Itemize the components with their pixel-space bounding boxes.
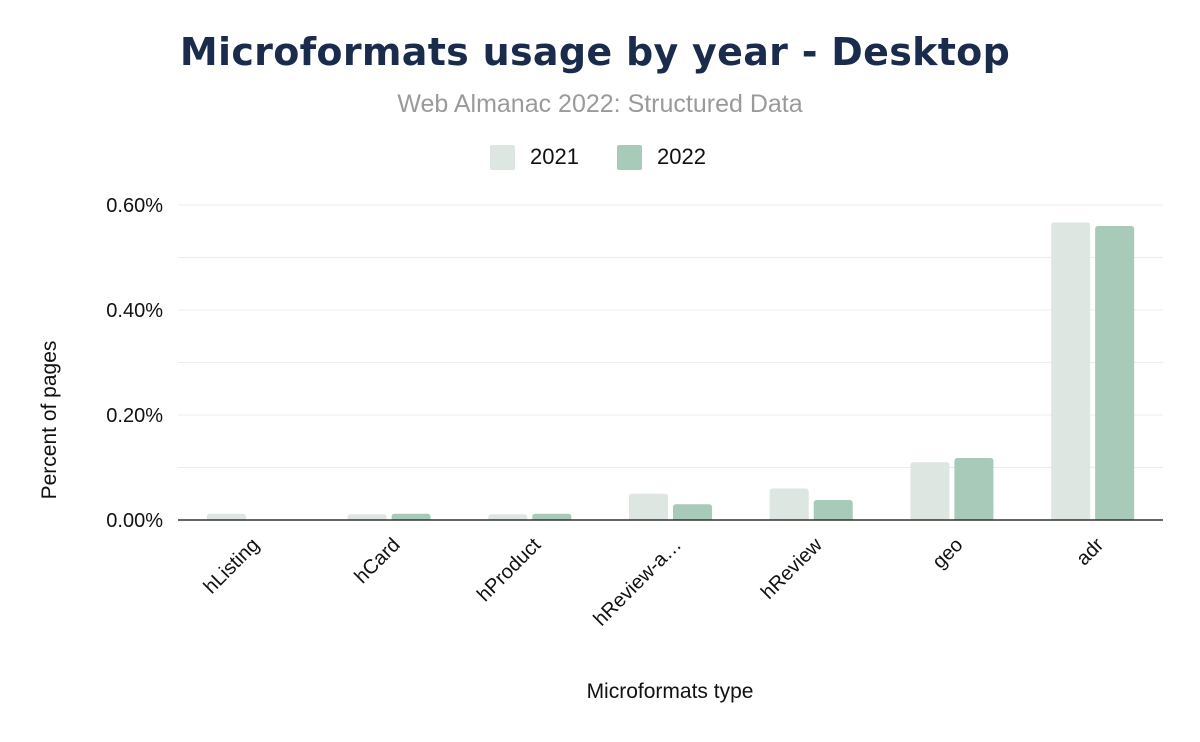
- legend-item-2021[interactable]: 2021: [490, 144, 579, 170]
- legend-label: 2021: [530, 144, 579, 169]
- bar-2021-hReview[interactable]: [769, 488, 809, 521]
- bar-2021-hCard[interactable]: [347, 514, 387, 520]
- bar-2021-hProduct[interactable]: [488, 514, 528, 520]
- bar-2021-hReview-a…[interactable]: [629, 493, 668, 520]
- x-tick-label: hListing: [200, 534, 264, 598]
- x-tick-label: hReview: [757, 534, 827, 604]
- y-tick-label: 0.40%: [106, 300, 163, 322]
- chart-subtitle: Web Almanac 2022: Structured Data: [397, 90, 803, 118]
- x-tick-label: geo: [928, 534, 967, 573]
- bar-2022-hCard[interactable]: [391, 513, 431, 520]
- y-axis-ticks: 0.00% 0.20% 0.40% 0.60%: [106, 195, 163, 532]
- y-axis-title: Percent of pages: [38, 341, 61, 500]
- legend[interactable]: 2021 2022: [490, 144, 706, 170]
- bar-2022-adr[interactable]: [1095, 226, 1135, 520]
- x-tick-label: hReview-a…: [590, 534, 687, 631]
- legend-swatch: [490, 145, 515, 170]
- legend-label: 2022: [657, 144, 706, 169]
- bar-2022-geo[interactable]: [954, 458, 994, 520]
- chart-title: Microformats usage by year - Desktop: [179, 30, 1011, 74]
- y-tick-label: 0.60%: [106, 195, 163, 217]
- legend-item-2022[interactable]: 2022: [617, 144, 706, 170]
- y-tick-label: 0.20%: [106, 405, 163, 427]
- x-axis-ticks: hListing hCard hProduct hReview-a… hReview ge…: [200, 534, 1109, 631]
- legend-swatch: [617, 145, 642, 170]
- x-tick-label: hCard: [351, 534, 405, 588]
- bars: [206, 222, 1135, 521]
- bar-2021-geo[interactable]: [910, 462, 950, 520]
- x-tick-label: adr: [1072, 534, 1108, 570]
- bar-2022-hReview-a…[interactable]: [673, 504, 712, 520]
- bar-2022-hProduct[interactable]: [532, 513, 572, 520]
- bar-2021-hListing[interactable]: [206, 513, 246, 520]
- bar-2022-hReview[interactable]: [813, 500, 853, 520]
- bar-2021-adr[interactable]: [1051, 222, 1091, 520]
- x-axis-title: Microformats type: [587, 680, 754, 703]
- y-tick-label: 0.00%: [106, 510, 163, 532]
- grid-lines: [178, 204, 1163, 468]
- x-tick-label: hProduct: [473, 534, 545, 606]
